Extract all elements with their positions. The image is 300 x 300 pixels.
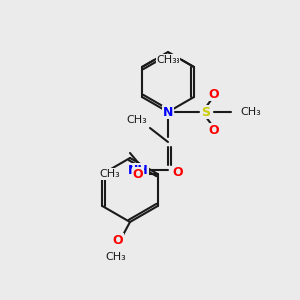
Text: S: S: [202, 106, 211, 118]
Text: CH₃: CH₃: [99, 169, 120, 179]
Text: O: O: [113, 233, 123, 247]
Text: O: O: [173, 166, 183, 178]
Text: O: O: [209, 88, 219, 100]
Text: O: O: [209, 124, 219, 136]
Text: O: O: [132, 167, 143, 181]
Text: NH: NH: [128, 164, 148, 176]
Text: CH₃: CH₃: [106, 252, 126, 262]
Text: CH₃: CH₃: [240, 107, 261, 117]
Text: CH₃: CH₃: [126, 115, 147, 125]
Text: CH₃: CH₃: [159, 55, 180, 65]
Text: CH₃: CH₃: [156, 55, 177, 65]
Text: N: N: [163, 106, 173, 118]
